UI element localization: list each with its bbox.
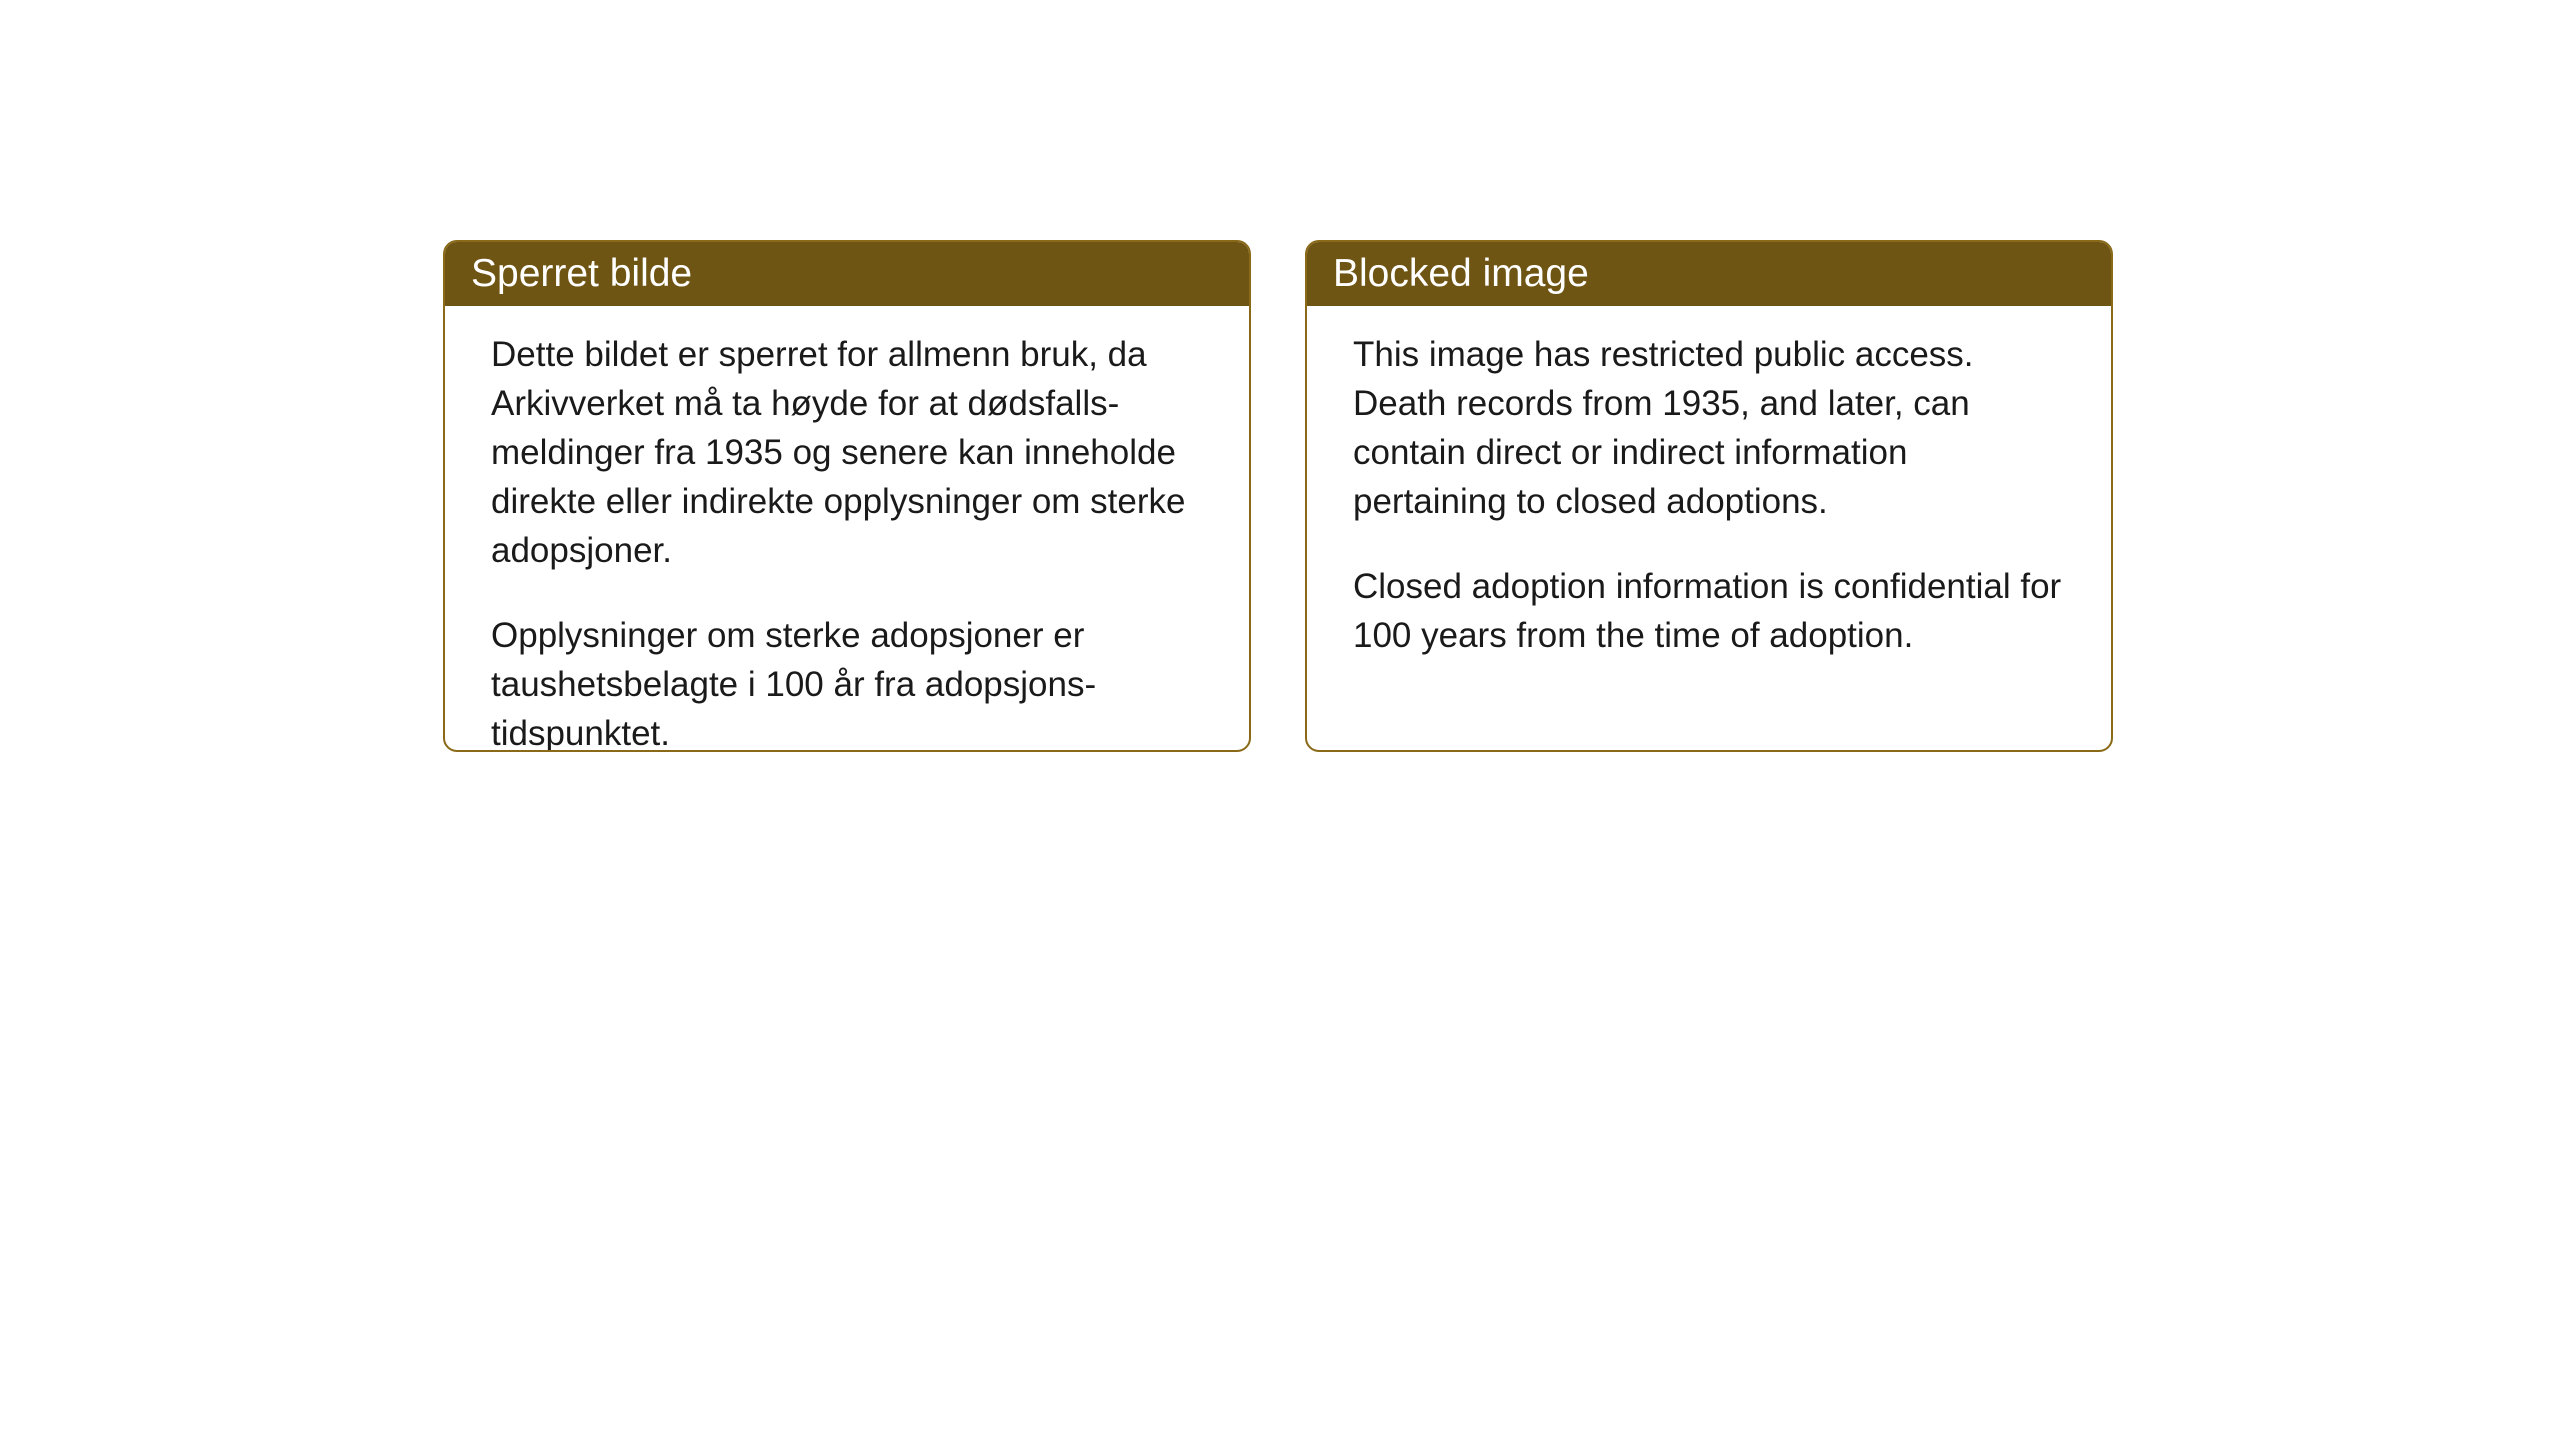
notice-box-english: Blocked image This image has restricted … [1305, 240, 2113, 752]
notices-container: Sperret bilde Dette bildet er sperret fo… [443, 240, 2113, 752]
notice-box-norwegian: Sperret bilde Dette bildet er sperret fo… [443, 240, 1251, 752]
notice-paragraph: Opplysninger om sterke adopsjoner er tau… [491, 611, 1203, 752]
notice-header-norwegian: Sperret bilde [445, 242, 1249, 306]
notice-body-norwegian: Dette bildet er sperret for allmenn bruk… [445, 306, 1249, 752]
notice-title-english: Blocked image [1333, 252, 2085, 296]
notice-body-english: This image has restricted public access.… [1307, 306, 2111, 694]
notice-paragraph: This image has restricted public access.… [1353, 330, 2065, 526]
notice-title-norwegian: Sperret bilde [471, 252, 1223, 296]
notice-paragraph: Dette bildet er sperret for allmenn bruk… [491, 330, 1203, 575]
notice-paragraph: Closed adoption information is confident… [1353, 562, 2065, 660]
notice-header-english: Blocked image [1307, 242, 2111, 306]
